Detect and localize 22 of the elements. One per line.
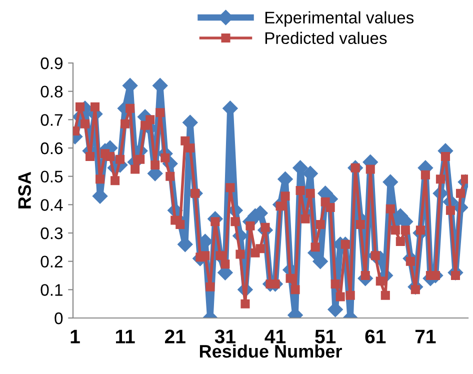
y-tick-label: 0 <box>54 312 63 324</box>
legend-label: Experimental values <box>265 11 414 27</box>
x-tick-label: 41 <box>264 330 286 344</box>
y-tick-label: 0.4 <box>40 199 63 211</box>
y-tick-label: 0.7 <box>40 114 62 126</box>
y-tick-label: 0.5 <box>40 170 63 183</box>
x-axis-title: Residue Number <box>200 344 342 358</box>
x-tick-label: 1 <box>70 330 80 344</box>
x-tick-label: 61 <box>365 330 386 344</box>
x-tick-label: 71 <box>415 330 436 344</box>
x-tick-label: 21 <box>164 330 186 344</box>
y-tick-label: 0.6 <box>40 142 63 154</box>
legend-label: Predicted values <box>265 32 387 44</box>
y-tick-label: 0.9 <box>40 57 62 70</box>
x-tick-label: 31 <box>214 330 236 344</box>
x-tick-label: 51 <box>315 330 336 344</box>
y-tick-label: 0.3 <box>40 227 63 240</box>
y-tick-label: 0.2 <box>40 256 62 268</box>
y-tick-label: 0.1 <box>40 284 62 296</box>
x-tick-label: 11 <box>116 330 135 344</box>
y-axis-title: RSA <box>18 172 31 208</box>
y-tick-label: 0.8 <box>40 86 63 98</box>
